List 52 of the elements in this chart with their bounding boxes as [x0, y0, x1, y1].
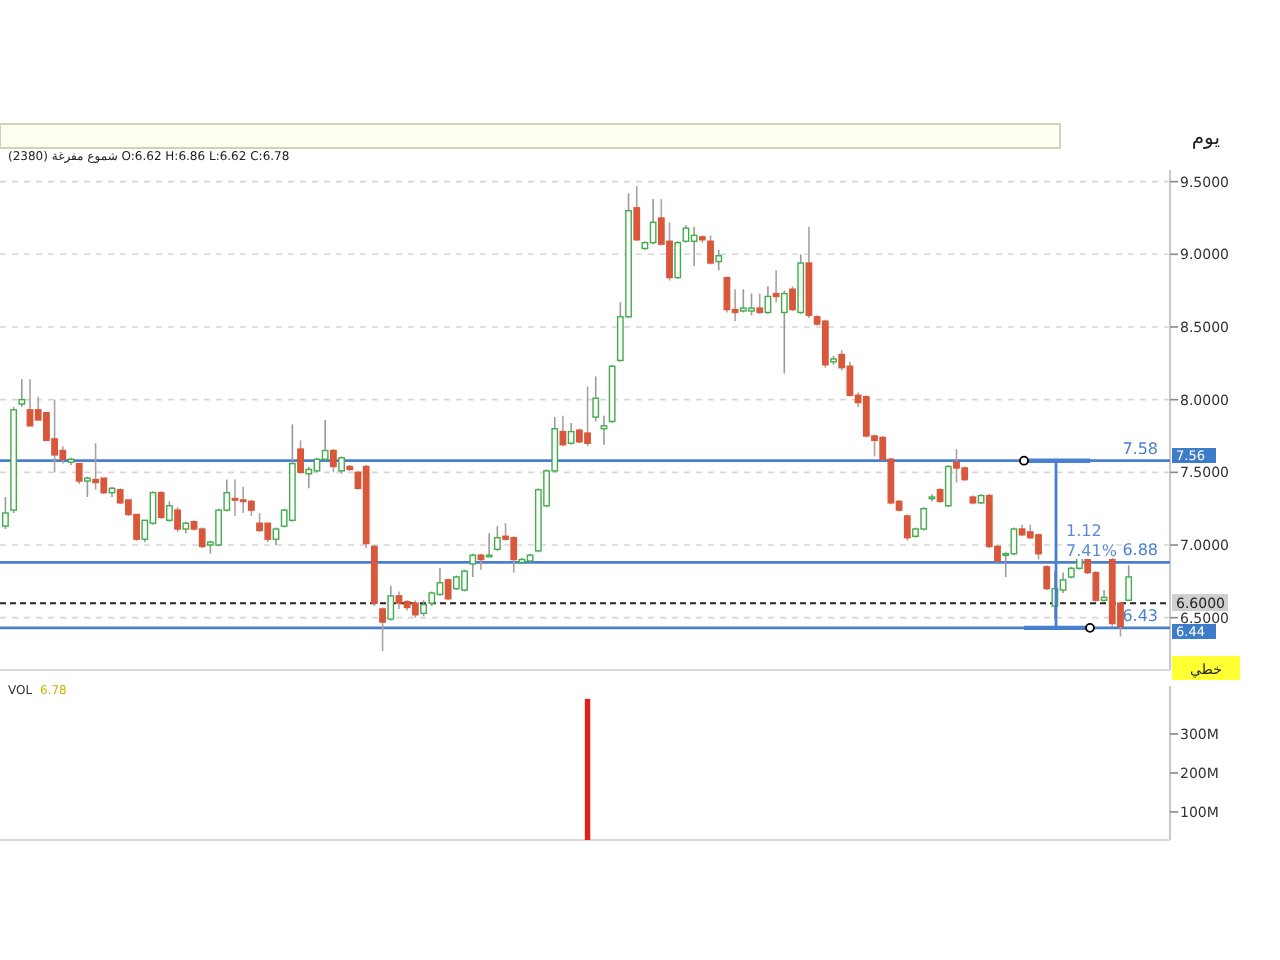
candlestick: [903, 513, 911, 542]
candlestick: [674, 240, 682, 280]
candlestick: [715, 249, 723, 272]
candlestick: [51, 398, 59, 474]
candlestick: [1125, 564, 1133, 602]
candlestick: [592, 375, 600, 423]
candlestick: [690, 225, 698, 267]
candlestick: [821, 318, 829, 369]
candlestick: [256, 512, 263, 533]
text: يوم: [1191, 128, 1221, 150]
candlestick: [436, 567, 444, 597]
candlestick: [92, 442, 100, 491]
candlestick: [305, 465, 313, 490]
candlestick: [379, 606, 386, 652]
candlestick: [756, 292, 764, 315]
candlestick: [75, 462, 83, 485]
candlestick: [485, 532, 493, 558]
candlestick: [780, 289, 788, 375]
ref-line-label: 7.58: [1122, 439, 1158, 458]
candlestick: [157, 490, 165, 520]
candlestick: [510, 535, 518, 574]
candlestick: [953, 448, 960, 484]
candlestick: [231, 478, 239, 517]
ref-line-label: 6.88: [1122, 541, 1158, 560]
candlestick: [649, 198, 657, 245]
candlestick: [789, 285, 796, 312]
candlestick: [444, 577, 452, 602]
candlestick: [707, 234, 714, 266]
annotation: 7.41%: [1066, 542, 1118, 560]
candlestick: [772, 269, 780, 304]
candlestick: [666, 221, 673, 282]
candlestick: [748, 292, 755, 317]
candlestick: [2, 496, 9, 530]
candlestick: [944, 464, 952, 509]
candlestick: [567, 422, 575, 446]
candlestick: [264, 522, 272, 543]
candlestick: [493, 525, 501, 552]
candlestick: [387, 584, 395, 622]
candlestick: [1035, 532, 1042, 561]
candlestick: [239, 486, 247, 514]
candlestick: [1043, 564, 1051, 591]
candlestick: [633, 185, 641, 243]
candlestick: [584, 385, 591, 447]
candlestick: [1010, 526, 1018, 556]
candlestick: [862, 394, 870, 439]
candlestick: [329, 448, 337, 474]
candlestick: [18, 378, 26, 408]
candlestick: [174, 506, 181, 533]
candlestick: [26, 378, 34, 427]
candlestick: [297, 439, 304, 475]
annotation: 1.12: [1066, 522, 1102, 540]
candlestick: [165, 500, 173, 523]
